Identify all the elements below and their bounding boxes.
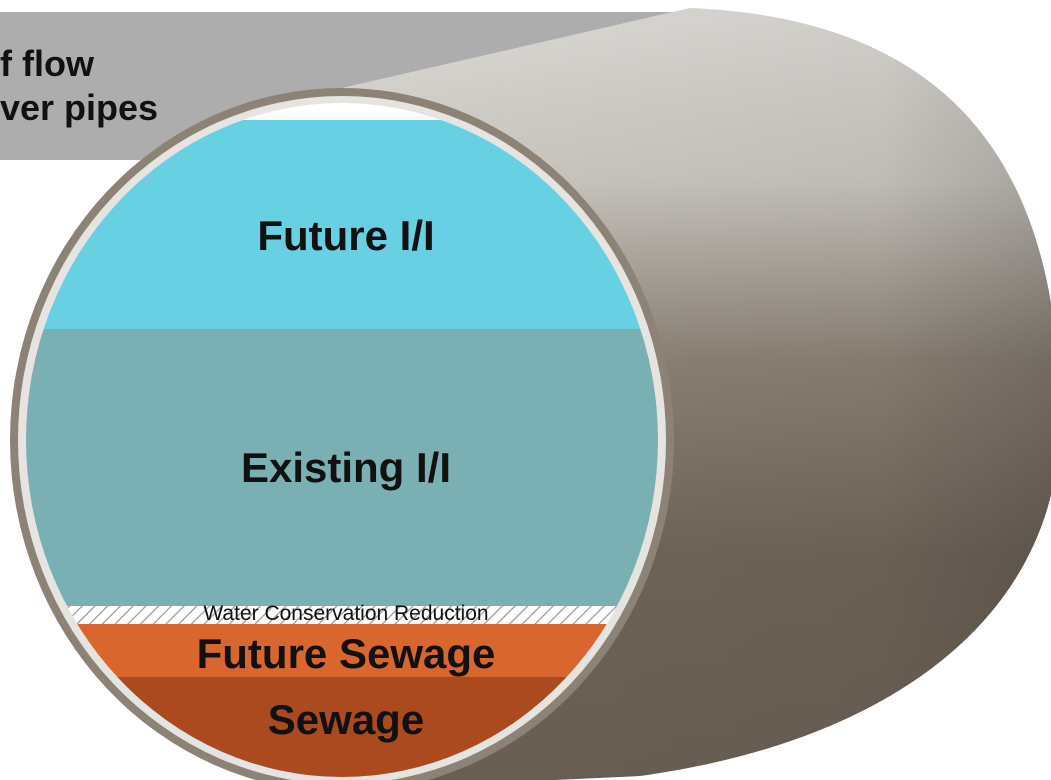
future-ii-label: Future I/I xyxy=(257,212,434,259)
future-sewage-label: Future Sewage xyxy=(197,630,496,677)
banner-title-line-2: ver pipes xyxy=(0,87,158,128)
existing-ii-label: Existing I/I xyxy=(241,444,451,491)
future-sewage-band xyxy=(26,624,658,678)
existing-ii-band xyxy=(26,329,658,607)
sewage-label: Sewage xyxy=(268,696,424,743)
water-conservation-band xyxy=(26,606,658,624)
banner-title-line-1: f flow xyxy=(0,43,95,84)
water-conservation-label: Water Conservation Reduction xyxy=(203,602,488,625)
